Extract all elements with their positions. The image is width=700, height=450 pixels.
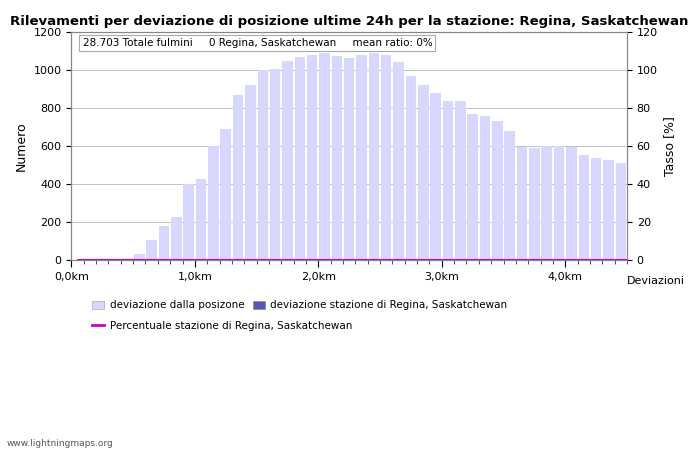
- Bar: [319, 53, 330, 261]
- Bar: [233, 95, 244, 261]
- Bar: [418, 85, 428, 261]
- Bar: [442, 101, 453, 261]
- Bar: [542, 146, 552, 261]
- Text: www.lightningmaps.org: www.lightningmaps.org: [7, 439, 113, 448]
- Bar: [208, 146, 218, 261]
- Bar: [468, 114, 478, 261]
- Bar: [652, 169, 663, 261]
- Bar: [665, 260, 676, 261]
- Bar: [406, 76, 416, 261]
- Bar: [492, 122, 503, 261]
- Bar: [603, 159, 614, 261]
- Bar: [282, 60, 293, 261]
- Bar: [134, 254, 145, 261]
- Bar: [258, 70, 268, 261]
- Bar: [381, 55, 391, 261]
- Bar: [628, 156, 638, 261]
- Bar: [171, 216, 181, 261]
- Bar: [307, 55, 317, 261]
- Bar: [505, 131, 515, 261]
- Legend: Percentuale stazione di Regina, Saskatchewan: Percentuale stazione di Regina, Saskatch…: [88, 317, 356, 335]
- Bar: [344, 58, 354, 261]
- Bar: [159, 226, 169, 261]
- Title: Rilevamenti per deviazione di posizione ultime 24h per la stazione: Regina, Sask: Rilevamenti per deviazione di posizione …: [10, 15, 688, 28]
- Bar: [554, 146, 564, 261]
- Y-axis label: Numero: Numero: [15, 122, 28, 171]
- Bar: [591, 158, 601, 261]
- Text: Deviazioni: Deviazioni: [627, 276, 685, 287]
- Text: 28.703 Totale fulmini     0 Regina, Saskatchewan     mean ratio: 0%: 28.703 Totale fulmini 0 Regina, Saskatch…: [83, 38, 433, 48]
- Bar: [529, 148, 540, 261]
- Bar: [245, 85, 255, 261]
- Bar: [430, 93, 441, 261]
- Bar: [455, 101, 466, 261]
- Bar: [356, 55, 367, 261]
- Bar: [183, 184, 194, 261]
- Bar: [393, 63, 404, 261]
- Bar: [332, 56, 342, 261]
- Bar: [220, 129, 231, 261]
- Bar: [615, 163, 626, 261]
- Bar: [369, 53, 379, 261]
- Bar: [270, 69, 281, 261]
- Bar: [146, 240, 157, 261]
- Bar: [196, 179, 206, 261]
- Y-axis label: Tasso [%]: Tasso [%]: [664, 116, 676, 176]
- Bar: [480, 116, 490, 261]
- Bar: [640, 158, 651, 261]
- Bar: [566, 147, 577, 261]
- Bar: [517, 147, 527, 261]
- Bar: [578, 155, 589, 261]
- Bar: [295, 57, 305, 261]
